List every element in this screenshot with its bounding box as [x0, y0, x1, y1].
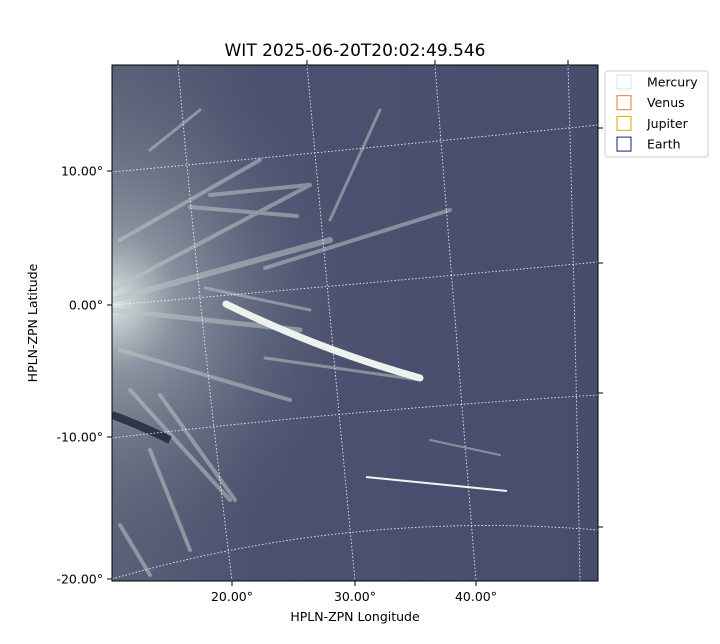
x-tick-label: 30.00° — [334, 589, 376, 604]
legend-swatch — [616, 115, 632, 131]
x-axis-label: HPLN-ZPN Longitude — [290, 609, 420, 624]
legend-swatch — [616, 74, 632, 90]
legend-swatch — [616, 136, 632, 152]
x-tick-label: 40.00° — [455, 589, 497, 604]
legend-label: Jupiter — [646, 116, 689, 131]
title: WIT 2025-06-20T20:02:49.546 — [225, 41, 486, 61]
x-tick-label: 20.00° — [211, 589, 253, 604]
y-tick-label: -20.00° — [56, 572, 103, 587]
legend-swatch — [616, 95, 632, 111]
y-tick-label: 0.00° — [69, 298, 103, 313]
y-tick-label: 10.00° — [61, 164, 103, 179]
legend-label: Mercury — [647, 75, 698, 90]
ticks — [107, 60, 603, 586]
image — [112, 65, 598, 581]
y-axis-label: HPLN-ZPN Latitude — [25, 263, 40, 382]
legend — [604, 70, 709, 158]
y-tick-label: -10.00° — [56, 430, 103, 445]
legend-label: Earth — [647, 137, 681, 152]
legend-label: Venus — [647, 95, 685, 110]
